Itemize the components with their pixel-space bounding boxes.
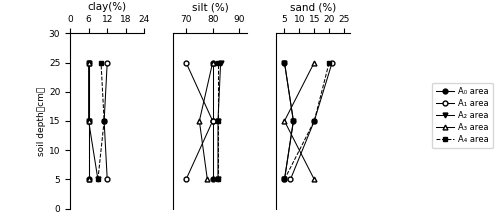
Title: sand (%): sand (%) [290,2,336,12]
Legend: A₀ area, A₁ area, A₂ area, A₃ area, A₄ area: A₀ area, A₁ area, A₂ area, A₃ area, A₄ a… [432,83,494,148]
Title: clay(%): clay(%) [88,2,127,12]
Y-axis label: soil depth（cm）: soil depth（cm） [37,86,46,156]
Title: silt (%): silt (%) [192,2,228,12]
